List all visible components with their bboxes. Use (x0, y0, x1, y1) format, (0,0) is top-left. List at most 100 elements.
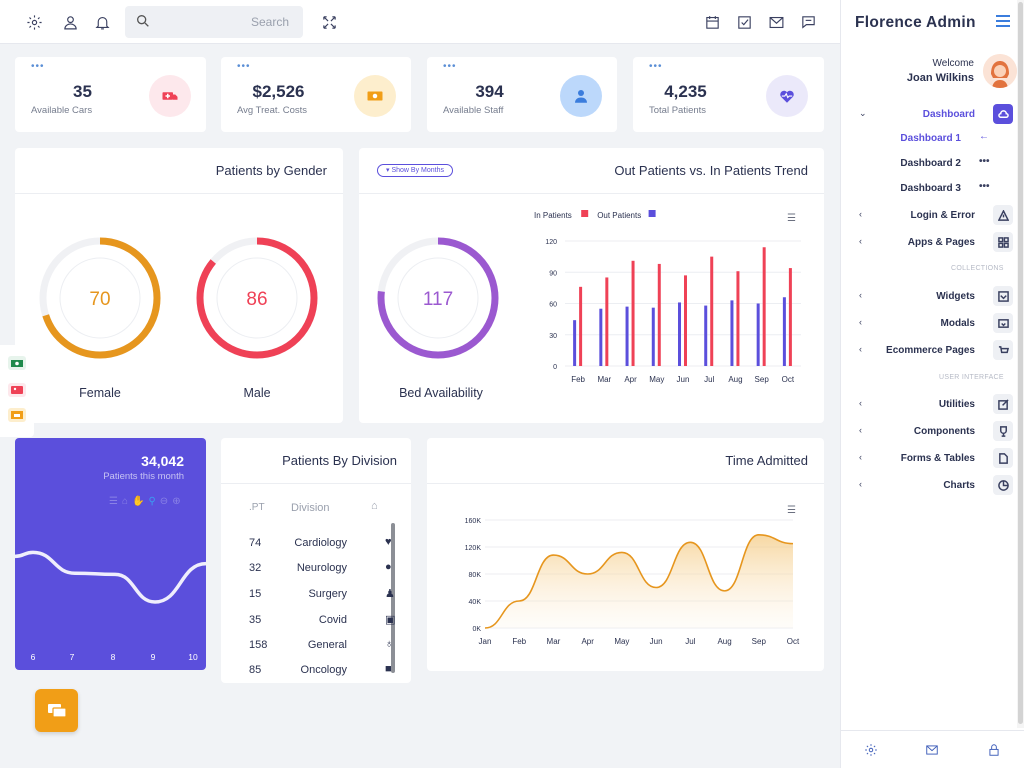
chevron-left-icon: ‹ (859, 452, 862, 462)
chat-icon[interactable] (798, 12, 818, 32)
row-count: 32 (249, 562, 262, 574)
gender-card: Patients by Gender 70 Female 86 Male (15, 148, 343, 423)
nav-label: Login & Error (910, 209, 975, 221)
lock-icon[interactable] (987, 743, 1001, 762)
stat-value: 4,235 (664, 82, 707, 101)
row-division: Cardiology (294, 537, 347, 549)
menu-icon[interactable]: ☰ (109, 496, 118, 507)
more-icon[interactable]: ••• (649, 61, 663, 72)
nav-apps-pages[interactable]: ‹ Apps & Pages (841, 231, 1017, 253)
expand-icon[interactable] (319, 12, 339, 32)
ring-label: Male (243, 386, 271, 400)
edit-icon (993, 394, 1013, 414)
stat-label: Available Cars (31, 105, 93, 116)
legend-swatch (581, 210, 589, 217)
nav-login-error[interactable]: ‹ Login & Error (841, 204, 1017, 226)
gear-icon[interactable] (24, 12, 44, 32)
more-icon[interactable]: ••• (31, 61, 45, 72)
subnav-label: Dashboard 1 (900, 133, 961, 144)
nav-components[interactable]: ‹ Components (841, 420, 1017, 442)
modal-icon (993, 313, 1013, 333)
x-tick-label: Oct (787, 637, 800, 646)
x-tick-label: Sep (752, 637, 767, 646)
x-tick-label: Aug (717, 637, 731, 646)
money-icon[interactable] (8, 356, 26, 370)
more-icon: ••• (979, 181, 990, 192)
y-tick-label: 0 (553, 364, 557, 371)
nav-widgets[interactable]: ‹ Widgets (841, 285, 1017, 307)
chat-icon[interactable] (8, 408, 26, 422)
avatar[interactable] (983, 54, 1017, 88)
images-icon[interactable] (8, 383, 26, 397)
x-tick-label: Jul (685, 637, 695, 646)
more-icon[interactable]: ••• (443, 61, 457, 72)
ambulance-icon (149, 75, 191, 117)
cloud-icon (993, 104, 1013, 124)
x-tick-label: Sep (755, 375, 770, 384)
zoom-icon[interactable]: ⚲ (148, 496, 156, 507)
hamburger-icon[interactable] (995, 14, 1011, 33)
nav-label: Forms & Tables (900, 452, 975, 464)
zoom-in-icon[interactable]: ⊕ (172, 496, 181, 507)
x-tick-label: Jan (479, 637, 492, 646)
nav-ecommerce[interactable]: ‹ Ecommerce Pages (841, 339, 1017, 361)
row-count: 35 (249, 614, 262, 626)
show-by-months-button[interactable]: ▾ Show By Months (377, 164, 453, 177)
x-tick-label: Jul (704, 375, 714, 384)
zoom-out-icon[interactable]: ⊖ (159, 496, 169, 507)
x-tick-label: Feb (571, 375, 585, 384)
nav-label: Components (913, 425, 975, 437)
search-box[interactable]: Search (125, 6, 303, 38)
home-icon[interactable]: ⌂ (121, 496, 129, 507)
bar-in-patients (579, 286, 583, 366)
more-icon[interactable]: ••• (237, 61, 251, 72)
bar-in-patients (736, 271, 740, 366)
trophy-icon (993, 421, 1013, 441)
calendar-icon[interactable] (702, 12, 722, 32)
subnav-label: Dashboard 2 (900, 158, 961, 169)
chat-button[interactable] (35, 689, 78, 732)
nav-modals[interactable]: ‹ Modals (841, 312, 1017, 334)
chevron-left-icon: ‹ (859, 236, 862, 246)
nav-charts[interactable]: ‹ Charts (841, 474, 1017, 496)
menu-icon: ☰ (787, 213, 796, 224)
ring-value: 117 (423, 289, 453, 310)
page-scrollbar-thumb[interactable] (1018, 2, 1023, 724)
stat-card-staff: ••• 394 Available Staff (427, 57, 617, 132)
search-icon[interactable] (135, 13, 151, 34)
bar-in-patients (657, 263, 661, 366)
top-navbar: Search (0, 0, 840, 44)
x-tick-label: May (649, 375, 664, 384)
nav-utilities[interactable]: ‹ Utilities (841, 393, 1017, 415)
nav-dashboard[interactable]: ⌄ Dashboard (841, 103, 1017, 125)
nav-forms-tables[interactable]: ‹ Forms & Tables (841, 447, 1017, 469)
legend-label: Out Patients (597, 211, 641, 220)
stat-card-costs: ••• $2,526 Avg Treat. Costs (221, 57, 411, 132)
stat-label: Available Staff (443, 105, 504, 116)
row-division: Covid (318, 614, 347, 626)
x-tick-label: 10 (188, 652, 198, 662)
mail-icon[interactable] (925, 743, 939, 762)
legend-swatch (648, 210, 656, 217)
gear-icon[interactable] (864, 743, 878, 762)
sidebar-footer (841, 730, 1024, 768)
subnav-dashboard-2[interactable]: Dashboard 2 ••• (841, 155, 1017, 173)
pie-icon (993, 475, 1013, 495)
subnav-dashboard-3[interactable]: Dashboard 3 ••• (841, 180, 1017, 198)
col-header: .PT (249, 502, 265, 513)
mail-icon[interactable] (766, 12, 786, 32)
table-row: 32 Neurology ● (221, 559, 411, 579)
y-tick-label: 160K (465, 518, 482, 525)
chart-toolbar: ☰ ⌂ ✋ ⚲ ⊖ ⊕ (109, 496, 181, 507)
search-input[interactable]: Search (250, 15, 289, 29)
scrollbar[interactable] (391, 523, 395, 673)
pan-icon[interactable]: ✋ (132, 496, 145, 507)
x-tick-label: Jun (650, 637, 663, 646)
section-label: USER INTERFACE (939, 374, 1004, 381)
subnav-dashboard-1[interactable]: Dashboard 1 ← (841, 130, 1017, 148)
user-icon[interactable] (60, 12, 80, 32)
checkbox-icon[interactable] (734, 12, 754, 32)
y-tick-label: 80K (469, 572, 482, 579)
bell-icon[interactable] (92, 12, 112, 32)
division-card: Patients By Division .PT Division ⌂ 74 Ca… (221, 438, 411, 683)
